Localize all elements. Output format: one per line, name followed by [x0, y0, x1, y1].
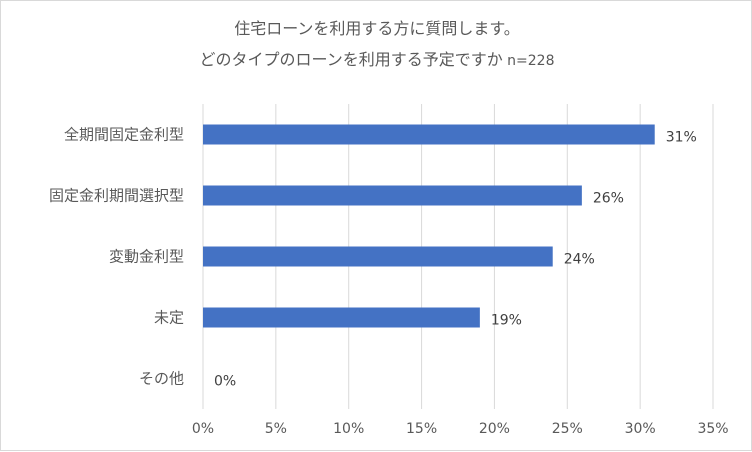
x-tick-label: 30% — [625, 421, 656, 437]
category-label: 変動金利型 — [109, 248, 184, 266]
x-tick-label: 5% — [265, 421, 287, 437]
data-label: 31% — [666, 130, 697, 146]
chart-subtitle: どのタイプのローンを利用する予定ですか — [199, 50, 503, 69]
x-tick-label: 15% — [406, 421, 437, 437]
data-label: 0% — [214, 374, 236, 390]
chart-subtitle-line: どのタイプのローンを利用する予定ですか n=228 — [1, 46, 752, 70]
category-label: その他 — [139, 370, 184, 388]
x-tick-label: 35% — [697, 421, 728, 437]
category-label: 全期間固定金利型 — [64, 126, 184, 144]
x-tick-label: 20% — [479, 421, 510, 437]
x-tick-label: 10% — [333, 421, 364, 437]
bar — [203, 185, 582, 206]
x-tick-label: 25% — [552, 421, 583, 437]
category-label: 固定金利期間選択型 — [49, 187, 184, 205]
data-label: 26% — [593, 191, 624, 207]
category-label: 未定 — [154, 309, 184, 327]
bar — [203, 246, 553, 267]
bar — [203, 307, 480, 328]
chart-title: 住宅ローンを利用する方に質問します。 — [234, 19, 520, 38]
sample-size: n=228 — [507, 53, 555, 69]
x-tick-label: 0% — [192, 421, 214, 437]
data-label: 24% — [564, 252, 595, 268]
data-label: 19% — [491, 313, 522, 329]
bar — [203, 124, 655, 145]
